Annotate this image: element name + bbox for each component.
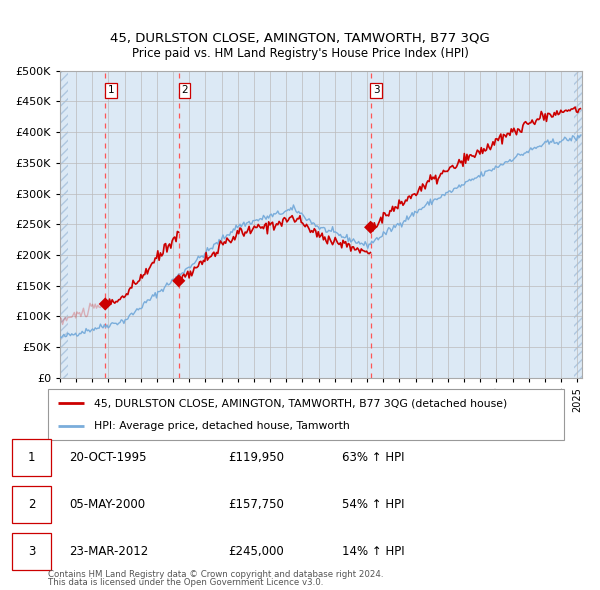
Text: HPI: Average price, detached house, Tamworth: HPI: Average price, detached house, Tamw… (94, 421, 350, 431)
Text: 1: 1 (107, 86, 114, 96)
Point (366, 222, 376, 232)
Text: 14% ↑ HPI: 14% ↑ HPI (342, 545, 404, 558)
Text: 3: 3 (28, 545, 35, 558)
Text: 2: 2 (28, 498, 35, 511)
Text: 05-MAY-2000: 05-MAY-2000 (69, 498, 145, 511)
FancyBboxPatch shape (48, 389, 564, 440)
Text: 3: 3 (373, 86, 380, 96)
Text: £119,950: £119,950 (228, 451, 284, 464)
Text: 20-OCT-1995: 20-OCT-1995 (69, 451, 146, 464)
Text: £157,750: £157,750 (228, 498, 284, 511)
Text: 45, DURLSTON CLOSE, AMINGTON, TAMWORTH, B77 3QG (detached house): 45, DURLSTON CLOSE, AMINGTON, TAMWORTH, … (94, 398, 508, 408)
Text: Price paid vs. HM Land Registry's House Price Index (HPI): Price paid vs. HM Land Registry's House … (131, 47, 469, 60)
Text: 1: 1 (28, 451, 35, 464)
Text: 2: 2 (181, 86, 188, 96)
Text: £245,000: £245,000 (228, 545, 284, 558)
Point (174, 276, 184, 286)
Point (100, 299, 110, 309)
Text: 23-MAR-2012: 23-MAR-2012 (69, 545, 148, 558)
Text: 45, DURLSTON CLOSE, AMINGTON, TAMWORTH, B77 3QG: 45, DURLSTON CLOSE, AMINGTON, TAMWORTH, … (110, 32, 490, 45)
Text: 63% ↑ HPI: 63% ↑ HPI (342, 451, 404, 464)
Text: Contains HM Land Registry data © Crown copyright and database right 2024.: Contains HM Land Registry data © Crown c… (48, 571, 383, 579)
Text: 54% ↑ HPI: 54% ↑ HPI (342, 498, 404, 511)
Text: This data is licensed under the Open Government Licence v3.0.: This data is licensed under the Open Gov… (48, 578, 323, 587)
